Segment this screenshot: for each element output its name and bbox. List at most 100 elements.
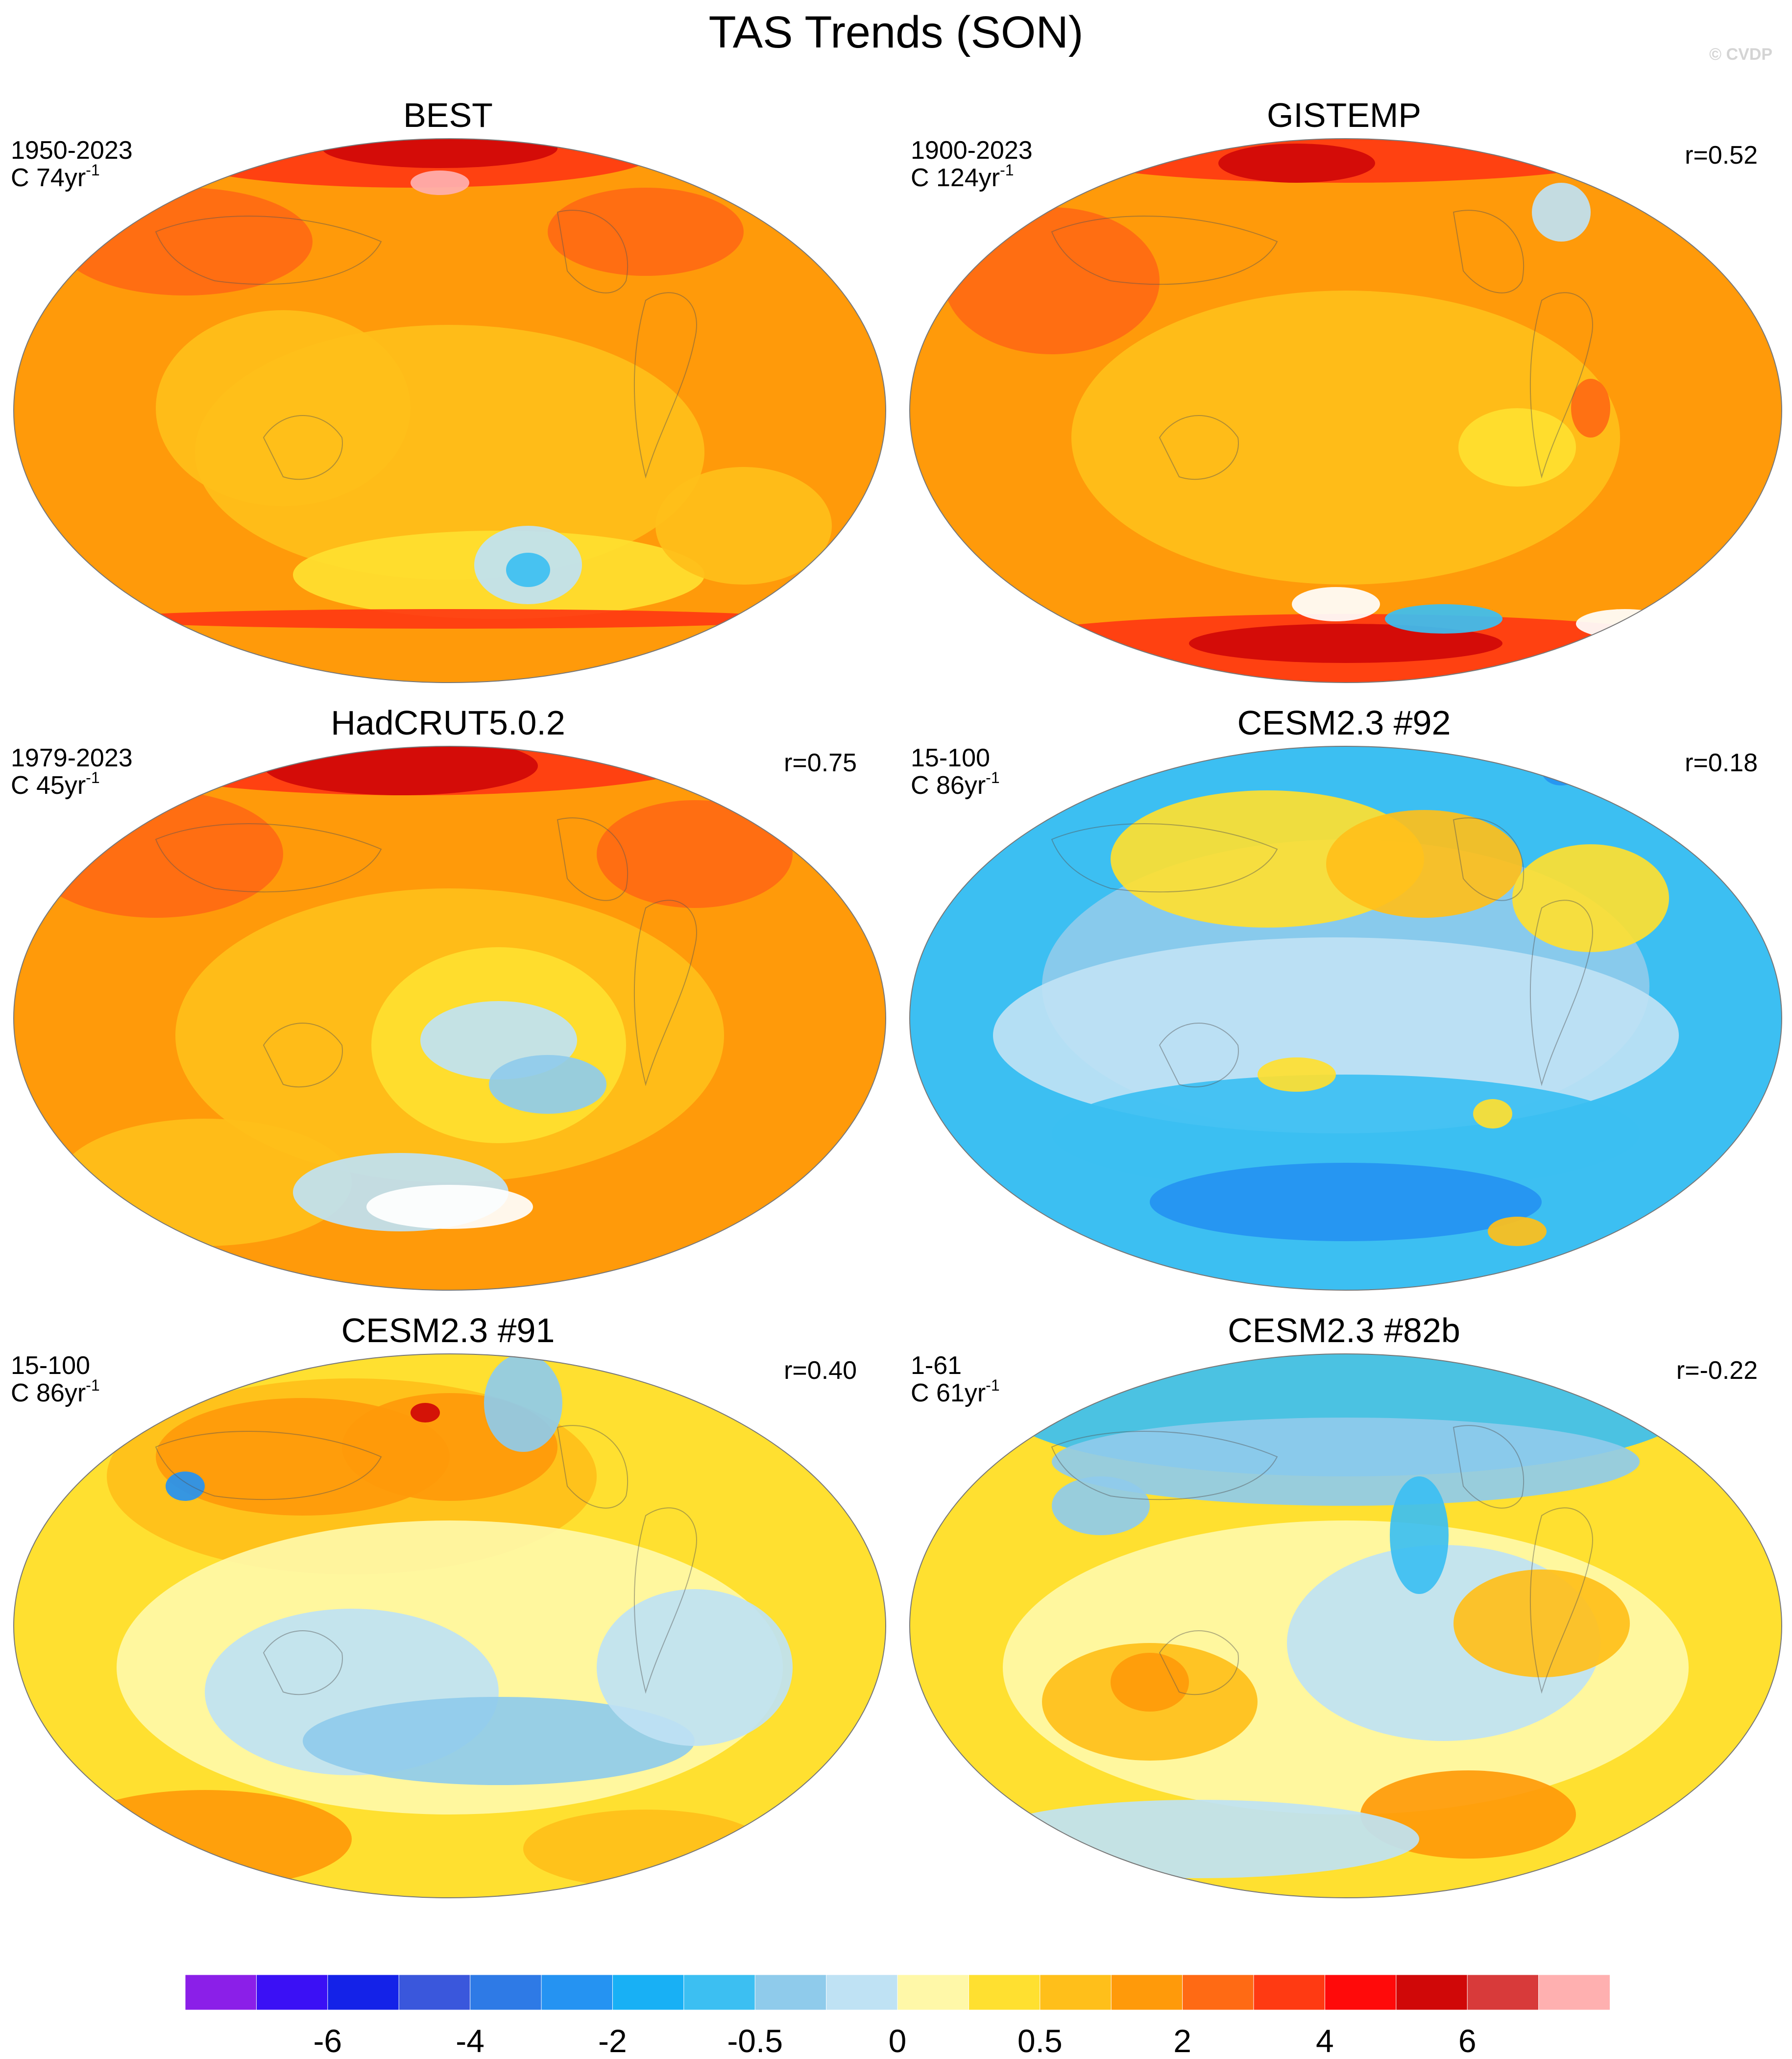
colorbar-tick-label: -4 <box>456 2023 484 2059</box>
colorbar-swatch <box>398 1974 471 2010</box>
map-field <box>910 139 1782 683</box>
panel-period-info: 1-61 C 61yr-1 <box>911 1352 1000 1407</box>
trend-region <box>523 1810 768 1888</box>
colorbar-swatch <box>1182 1974 1255 2010</box>
coastline <box>557 817 629 901</box>
colorbar-swatch <box>897 1974 969 2010</box>
panel-units: C 86yr <box>11 1379 86 1407</box>
colorbar-tick-label: 6 <box>1458 2023 1477 2059</box>
coastline <box>1051 216 1278 285</box>
colorbar-swatch <box>968 1974 1041 2010</box>
map-field <box>910 746 1782 1290</box>
panel-correlation: r=0.40 <box>784 1356 857 1385</box>
panel-correlation: r=-0.22 <box>1676 1356 1758 1385</box>
trend-region <box>58 1790 352 1888</box>
trend-region <box>28 790 283 918</box>
trend-map <box>13 746 886 1291</box>
trend-region <box>489 1055 606 1114</box>
map-field <box>14 1354 886 1898</box>
map-field <box>14 746 886 1290</box>
trend-region <box>506 553 550 587</box>
coastline <box>1051 1431 1278 1500</box>
trend-region <box>1052 1418 1640 1506</box>
panel-period: 1979-2023 <box>11 744 133 772</box>
colorbar-tick-label: -2 <box>598 2023 627 2059</box>
coastline <box>1051 823 1278 893</box>
panel-period-info: 1900-2023 C 124yr-1 <box>911 137 1033 192</box>
trend-region <box>484 1354 562 1452</box>
coastline <box>1529 1507 1593 1694</box>
trend-region <box>58 188 313 295</box>
panel-units-exponent: -1 <box>86 161 100 179</box>
panel-units-exponent: -1 <box>986 1376 1000 1394</box>
panel-correlation: r=0.75 <box>784 749 857 777</box>
colorbar-tick-label: 0 <box>889 2023 907 2059</box>
panel-period-info: 1950-2023 C 74yr-1 <box>11 137 133 192</box>
trend-region <box>1542 756 1581 785</box>
panel-period: 1950-2023 <box>11 136 133 165</box>
coastline <box>633 1507 697 1694</box>
panel-units-exponent: -1 <box>986 769 1000 786</box>
map-boundary <box>909 1353 1782 1898</box>
coastline <box>1159 415 1239 480</box>
map-field <box>14 139 886 683</box>
colorbar-swatch <box>683 1974 756 2010</box>
panel-correlation: r=0.18 <box>1685 749 1758 777</box>
coastline <box>557 210 629 294</box>
map-boundary <box>13 1353 886 1898</box>
coastline <box>263 1630 343 1695</box>
panel-units: C 124yr <box>911 164 1000 192</box>
map-panel-best: BEST 1950-2023 C 74yr-1 <box>0 96 896 703</box>
trend-region <box>411 171 469 195</box>
trend-region <box>944 207 1160 354</box>
figure-title: TAS Trends (SON) <box>708 7 1084 57</box>
trend-map <box>13 1353 886 1898</box>
coastline <box>1159 1023 1239 1088</box>
panel-title: BEST <box>403 96 493 134</box>
colorbar-swatch <box>541 1974 613 2010</box>
trend-region <box>156 310 411 506</box>
panel-period: 15-100 <box>911 744 990 772</box>
colorbar-swatch <box>1040 1974 1112 2010</box>
coastline <box>263 1023 343 1088</box>
colorbar-swatch <box>1253 1974 1326 2010</box>
colorbar-tick-label: 0.5 <box>1017 2023 1063 2059</box>
trend-region <box>411 1403 440 1422</box>
coastline <box>1453 210 1525 294</box>
trend-region <box>166 1471 205 1501</box>
trend-region <box>1390 1476 1449 1594</box>
panel-units-exponent: -1 <box>86 1376 100 1394</box>
trend-region <box>978 1800 1419 1878</box>
colorbar-swatch <box>185 1974 257 2010</box>
colorbar-tick-label: -0.5 <box>727 2023 783 2059</box>
colorbar-tick-label: 2 <box>1173 2023 1191 2059</box>
trend-region <box>1258 1057 1336 1092</box>
map-boundary <box>909 138 1782 683</box>
trend-region <box>1512 844 1669 952</box>
trend-region <box>322 139 557 168</box>
map-panel-hadcrut: HadCRUT5.0.2 1979-2023 C 45yr-1 r=0.75 <box>0 703 896 1311</box>
trend-region <box>1052 1476 1150 1535</box>
trend-region <box>655 467 832 585</box>
panel-units: C 61yr <box>911 1379 986 1407</box>
trend-region <box>1532 183 1591 242</box>
trend-region <box>366 1185 533 1229</box>
trend-region <box>1453 1569 1630 1677</box>
colorbar-tick-label: 4 <box>1316 2023 1334 2059</box>
map-boundary <box>909 746 1782 1291</box>
colorbar-swatch <box>1467 1974 1539 2010</box>
panel-title: CESM2.3 #91 <box>341 1311 555 1349</box>
trend-map <box>909 1353 1782 1898</box>
copyright-text: © CVDP <box>1709 45 1772 64</box>
panel-units-exponent: -1 <box>86 769 100 786</box>
map-panel-gistemp: GISTEMP 1900-2023 C 124yr-1 r=0.52 <box>896 96 1792 703</box>
coastline <box>1529 292 1593 479</box>
panel-period: 1-61 <box>911 1351 962 1380</box>
trend-region <box>1292 587 1380 621</box>
colorbar-swatch <box>1538 1974 1611 2010</box>
panel-period-info: 15-100 C 86yr-1 <box>911 744 1000 799</box>
coastline <box>1453 1425 1525 1509</box>
trend-region <box>1488 1217 1547 1246</box>
trend-map <box>13 138 886 683</box>
trend-region <box>1326 810 1522 918</box>
